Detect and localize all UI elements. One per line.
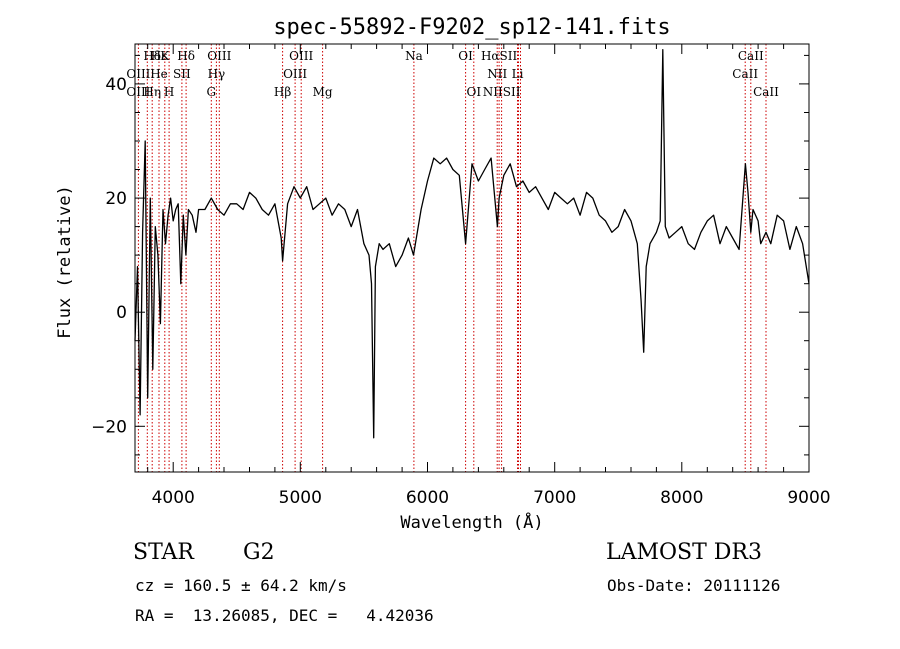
object-class: STAR [133,540,194,565]
x-tick-label: 8000 [660,488,703,508]
spectral-line-label: OIII [289,49,313,63]
x-axis-label: Wavelength (Å) [400,511,543,533]
coordinates: RA = 13.26085, DEC = 4.42036 [135,606,434,625]
spectral-line-label: Hη [143,85,161,99]
spectral-line-label: HαSII [481,49,518,63]
spectral-line-label: Li [512,67,524,81]
x-tick-label: 5000 [279,488,322,508]
spectral-line-label: CaII [738,49,764,63]
x-tick-label: 6000 [406,488,449,508]
spectral-line-label: OI [458,49,473,63]
y-tick-label: 40 [105,75,127,95]
spectral-line-label: Hδ [177,49,195,63]
plot-frame [134,43,810,473]
spectral-line-label: Hγ [208,67,226,81]
y-axis-label: Flux (relative) [55,185,75,339]
spectral-line-label: OIII [126,67,150,81]
x-tick-label: 7000 [533,488,576,508]
x-tick-label: 4000 [152,488,195,508]
spectral-line-label: He [150,67,168,81]
y-tick-label: 0 [116,303,127,323]
spectral-line-label: Hβ [274,85,291,99]
spectral-line-label: G [207,85,217,99]
spectral-line-label: OI [467,85,482,99]
redshift-velocity: cz = 160.5 ± 64.2 km/s [135,576,347,595]
spectral-line-label: Hε [151,49,168,63]
flux-series-line [134,49,810,439]
spectral-line-label: CaII [732,67,758,81]
spectral-line-label: OIII [207,49,231,63]
spectral-line-label: OIII [126,85,150,99]
spectral-line-label: NII [487,67,507,81]
chart-title: spec-55892-F9202_sp12-141.fits [273,15,670,40]
spectral-line-label: NIISII [483,85,521,99]
y-tick-label: −20 [91,417,127,437]
spectral-line-label: K [160,49,170,63]
x-tick-label: 9000 [787,488,830,508]
spectral-line-label: Mg [313,85,333,99]
spectral-line-label: SII [173,67,191,81]
spectral-line-label: H [164,85,174,99]
observation-date: Obs-Date: 20111126 [607,576,781,595]
y-tick-label: 20 [105,189,127,209]
object-subclass: G2 [243,540,275,565]
spectral-line-label: Na [405,49,423,63]
spectral-line-label: OIII [283,67,307,81]
spectral-line-label: CaII [753,85,779,99]
survey-name: LAMOST DR3 [606,540,762,565]
spectral-line-label: Hδ [143,49,161,63]
